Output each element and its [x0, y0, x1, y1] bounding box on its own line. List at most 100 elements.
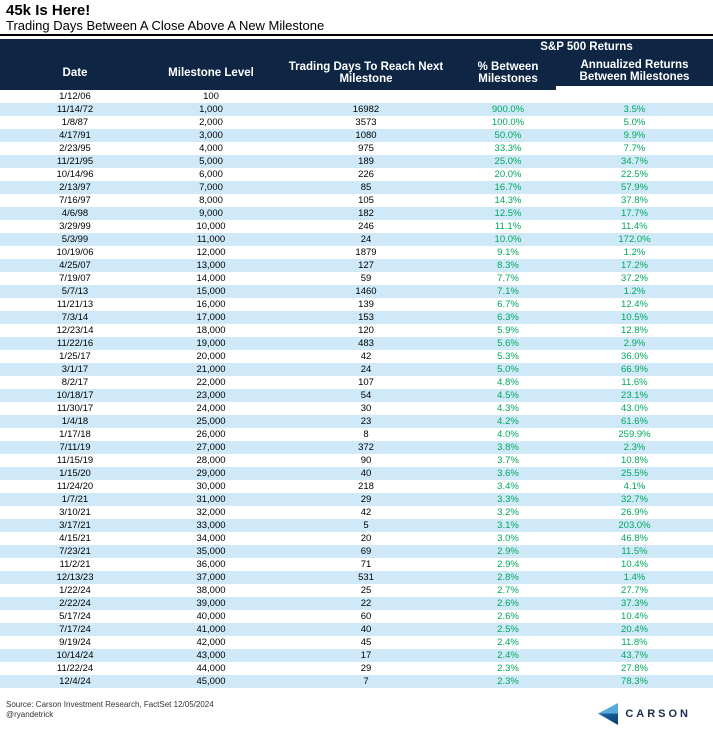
cell-pct-between: [460, 90, 556, 103]
table-row: 11/14/72 1,000 16982 900.0% 3.5%: [0, 103, 713, 116]
cell-date: 11/30/17: [56, 403, 94, 414]
cell-pct-between: 2.6%: [497, 611, 519, 622]
cell-trading-days: 127: [358, 260, 374, 271]
cell-date: 11/22/16: [56, 338, 94, 349]
cell-trading-days: [272, 90, 460, 103]
cell-pct-between: 2.5%: [497, 624, 519, 635]
column-header-row: Date Milestone Level Trading Days To Rea…: [0, 55, 713, 90]
cell-pct-between: 2.4%: [497, 650, 519, 661]
cell-date: 11/24/20: [56, 481, 94, 492]
cell-milestone-level: 38,000: [196, 585, 226, 596]
cell-date: 4/15/21: [59, 533, 91, 544]
cell-date: 2/22/24: [59, 598, 91, 609]
cell-date: 1/4/18: [61, 416, 89, 427]
table-row: 3/10/21 32,000 42 3.2% 26.9%: [0, 506, 713, 519]
cell-annualized-return: 37.3%: [621, 598, 648, 609]
cell-milestone-level: 41,000: [196, 624, 226, 635]
cell-milestone-level: 11,000: [196, 234, 226, 245]
cell-milestone-level: 33,000: [196, 520, 226, 531]
cell-milestone-level: 9,000: [199, 208, 223, 219]
cell-trading-days: 45: [360, 637, 372, 648]
cell-pct-between: 5.6%: [497, 338, 519, 349]
cell-date: 1/7/21: [61, 494, 89, 505]
footer: Source: Carson Investment Research, Fact…: [0, 688, 713, 725]
title-divider: [0, 34, 713, 36]
cell-pct-between: 2.4%: [497, 637, 519, 648]
cell-milestone-level: 45,000: [196, 676, 226, 687]
cell-trading-days: 22: [360, 598, 372, 609]
cell-annualized-return: 10.4%: [621, 559, 648, 570]
cell-date: 10/19/06: [56, 247, 94, 258]
cell-trading-days: 1080: [355, 130, 377, 141]
cell-date: 12/4/24: [59, 676, 91, 687]
table-row: 4/17/91 3,000 1080 50.0% 9.9%: [0, 129, 713, 142]
cell-date: 11/2/21: [59, 559, 91, 570]
cell-pct-between: 6.3%: [497, 312, 519, 323]
cell-date: 8/2/17: [61, 377, 89, 388]
cell-trading-days: 153: [358, 312, 374, 323]
cell-annualized-return: 57.9%: [621, 182, 648, 193]
cell-trading-days: 40: [360, 624, 372, 635]
cell-trading-days: 139: [358, 299, 374, 310]
table-row: 12/23/14 18,000 120 5.9% 12.8%: [0, 324, 713, 337]
cell-milestone-level: 4,000: [199, 143, 223, 154]
cell-milestone-level: 37,000: [196, 572, 226, 583]
table-row: 10/14/96 6,000 226 20.0% 22.5%: [0, 168, 713, 181]
cell-pct-between: 3.3%: [497, 494, 519, 505]
cell-milestone-level: 7,000: [199, 182, 223, 193]
cell-date: 11/22/24: [56, 663, 94, 674]
cell-date: 11/21/95: [56, 156, 94, 167]
cell-pct-between: 2.6%: [497, 598, 519, 609]
cell-date: 4/17/91: [59, 130, 91, 141]
cell-date: 3/29/99: [59, 221, 91, 232]
cell-date: 1/15/20: [59, 468, 91, 479]
cell-annualized-return: 26.9%: [621, 507, 648, 518]
cell-trading-days: 226: [358, 169, 374, 180]
cell-pct-between: 2.8%: [497, 572, 519, 583]
cell-milestone-level: 42,000: [196, 637, 226, 648]
cell-trading-days: 90: [360, 455, 372, 466]
cell-annualized-return: 172.0%: [618, 234, 651, 245]
cell-annualized-return: 11.4%: [621, 221, 648, 232]
source-block: Source: Carson Investment Research, Fact…: [6, 700, 214, 720]
cell-trading-days: 42: [360, 351, 372, 362]
cell-milestone-level: 18,000: [196, 325, 226, 336]
cell-date: 1/22/24: [59, 585, 91, 596]
cell-milestone-level: 25,000: [196, 416, 226, 427]
cell-date: 7/17/24: [59, 624, 91, 635]
table-row: 11/22/24 44,000 29 2.3% 27.8%: [0, 662, 713, 675]
cell-annualized-return: 20.4%: [621, 624, 648, 635]
cell-pct-between: 16.7%: [494, 182, 522, 193]
cell-milestone-level: 26,000: [196, 429, 226, 440]
column-header-pct-between: % Between Milestones: [477, 60, 539, 85]
table-row: 11/22/16 19,000 483 5.6% 2.9%: [0, 337, 713, 350]
cell-pct-between: 9.1%: [497, 247, 519, 258]
table-row: 11/24/20 30,000 218 3.4% 4.1%: [0, 480, 713, 493]
cell-milestone-level: 22,000: [196, 377, 226, 388]
cell-trading-days: 105: [358, 195, 374, 206]
cell-milestone-level: 30,000: [196, 481, 226, 492]
table-row: 11/15/19 28,000 90 3.7% 10.8%: [0, 454, 713, 467]
cell-pct-between: 20.0%: [494, 169, 522, 180]
cell-annualized-return: 1.2%: [623, 286, 646, 297]
cell-annualized-return: 25.5%: [621, 468, 648, 479]
cell-pct-between: 7.7%: [497, 273, 519, 284]
cell-date: 11/14/72: [56, 104, 94, 115]
cell-annualized-return: 27.8%: [621, 663, 648, 674]
cell-trading-days: 7: [363, 676, 369, 687]
cell-pct-between: 5.3%: [497, 351, 519, 362]
cell-milestone-level: 13,000: [196, 260, 226, 271]
cell-date: 12/13/23: [56, 572, 94, 583]
cell-date: 1/17/18: [59, 429, 91, 440]
cell-pct-between: 4.3%: [497, 403, 519, 414]
cell-pct-between: 6.7%: [497, 299, 519, 310]
cell-milestone-level: 40,000: [196, 611, 226, 622]
cell-annualized-return: 17.7%: [621, 208, 648, 219]
cell-date: 7/3/14: [61, 312, 89, 323]
cell-date: 4/6/98: [61, 208, 89, 219]
table-body: 1/12/06 100 11/14/72 1,000 16982 900.0% …: [0, 90, 713, 688]
table-row: 5/17/24 40,000 60 2.6% 10.4%: [0, 610, 713, 623]
cell-trading-days: 483: [358, 338, 374, 349]
cell-annualized-return: 9.9%: [623, 130, 646, 141]
source-text: Source: Carson Investment Research, Fact…: [6, 700, 214, 709]
